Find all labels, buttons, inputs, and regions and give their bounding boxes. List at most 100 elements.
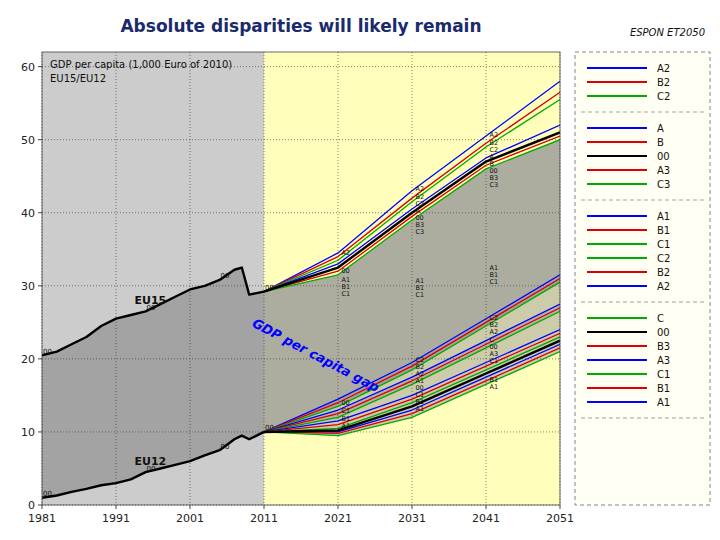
scenario-label: A2 (341, 249, 350, 257)
group-label: EU12 (135, 455, 167, 468)
legend-swatch (587, 373, 647, 375)
legend-entry: A3 (657, 165, 670, 176)
scenario-label: 00 (341, 399, 349, 407)
grid-line (338, 52, 339, 505)
legend-entry: B1 (657, 383, 670, 394)
grid-line (264, 52, 265, 505)
y-tick-label: 10 (21, 426, 35, 439)
legend-swatch (587, 229, 647, 231)
legend-swatch (587, 317, 647, 319)
period-region (42, 52, 264, 505)
y-tick-label: 20 (21, 353, 35, 366)
scenario-label: A1 (489, 383, 498, 391)
lines (42, 81, 560, 497)
series-line (42, 432, 264, 498)
y-tick-label: 30 (21, 280, 35, 293)
subtitle: GDP per capita (1,000 Euro of 2010) (50, 59, 232, 70)
legend-entry: C2 (657, 91, 670, 102)
legend-swatch (587, 81, 647, 83)
legend-separator (581, 418, 704, 419)
y-tick (38, 431, 42, 432)
scenario-label: C1 (415, 291, 424, 299)
legend-swatch (587, 331, 647, 333)
legend-swatch (587, 243, 647, 245)
x-tick-label: 2011 (250, 512, 278, 525)
scenario-label: C1 (489, 278, 498, 286)
period-marker: 00 (221, 272, 230, 280)
legend: A2B2C2AB00A3C3A1B1C1C2B2A2C00B3A3C1B1A1 (575, 52, 710, 505)
legend-entry: C2 (657, 253, 670, 264)
legend-entry: A1 (657, 397, 670, 408)
legend-separator (581, 112, 704, 113)
x-tick-label: 2021 (324, 512, 352, 525)
legend-frame (575, 52, 710, 505)
x-tick-label: 1991 (102, 512, 130, 525)
legend-entry: A1 (657, 211, 670, 222)
scenario-label: A2 (489, 328, 498, 336)
legend-swatch (587, 95, 647, 97)
series-line (264, 92, 560, 291)
legend-swatch (587, 345, 647, 347)
legend-swatch (587, 183, 647, 185)
x-tick (190, 505, 191, 509)
scenario-label: A2 (415, 185, 424, 193)
grid (42, 52, 560, 505)
y-tick (38, 285, 42, 286)
title: Absolute disparities will likely remain (120, 16, 481, 36)
legend-entry: C1 (657, 369, 670, 380)
legend-entry: B3 (657, 341, 670, 352)
y-tick-label: 50 (21, 134, 35, 147)
legend-entry: B (657, 137, 664, 148)
watermark: ESPON ET2050 (630, 27, 705, 38)
scenario-label: C1 (341, 290, 350, 298)
x-tick (264, 505, 265, 509)
grid-line (412, 52, 413, 505)
gap-band (42, 268, 264, 498)
grid-line (42, 212, 560, 213)
x-tick (560, 505, 561, 509)
axes: 1981199120012011202120312041205101020304… (21, 61, 574, 525)
legend-entry: 00 (657, 327, 670, 338)
gap-bands (42, 140, 560, 498)
legend-swatch (587, 155, 647, 157)
legend-swatch (587, 359, 647, 361)
grid-line (42, 358, 560, 359)
x-tick-label: 1981 (28, 512, 56, 525)
y-tick-label: 40 (21, 207, 35, 220)
grid-line (486, 52, 487, 505)
series-line (264, 352, 560, 436)
gap-label: GDP per capita gap (250, 315, 382, 395)
legend-swatch (587, 141, 647, 143)
y-tick (38, 212, 42, 213)
y-tick (38, 358, 42, 359)
legend-swatch (587, 127, 647, 129)
x-tick (42, 505, 43, 509)
legend-entry: B2 (657, 77, 670, 88)
series-line (264, 99, 560, 291)
group-label: EU15 (135, 294, 167, 307)
grid-line (190, 52, 191, 505)
subtitle: EU15/EU12 (50, 73, 106, 84)
period-marker: 00 (43, 490, 52, 498)
legend-entry: C (657, 313, 664, 324)
legend-swatch (587, 215, 647, 217)
legend-entry: C1 (657, 239, 670, 250)
y-tick (38, 139, 42, 140)
series-line (42, 268, 264, 356)
legend-swatch (587, 67, 647, 69)
grid-line (42, 285, 560, 286)
y-tick-label: 0 (28, 499, 35, 512)
legend-swatch (587, 257, 647, 259)
legend-entry: C3 (657, 179, 670, 190)
chart: 1981199120012011202120312041205101020304… (0, 0, 720, 540)
legend-swatch (587, 387, 647, 389)
y-tick (38, 505, 42, 506)
grid-line (116, 52, 117, 505)
x-tick-label: 2041 (472, 512, 500, 525)
y-tick (38, 66, 42, 67)
legend-swatch (587, 271, 647, 273)
legend-swatch (587, 169, 647, 171)
x-tick (486, 505, 487, 509)
legend-entry: A2 (657, 63, 670, 74)
period-marker: 00 (221, 443, 230, 451)
